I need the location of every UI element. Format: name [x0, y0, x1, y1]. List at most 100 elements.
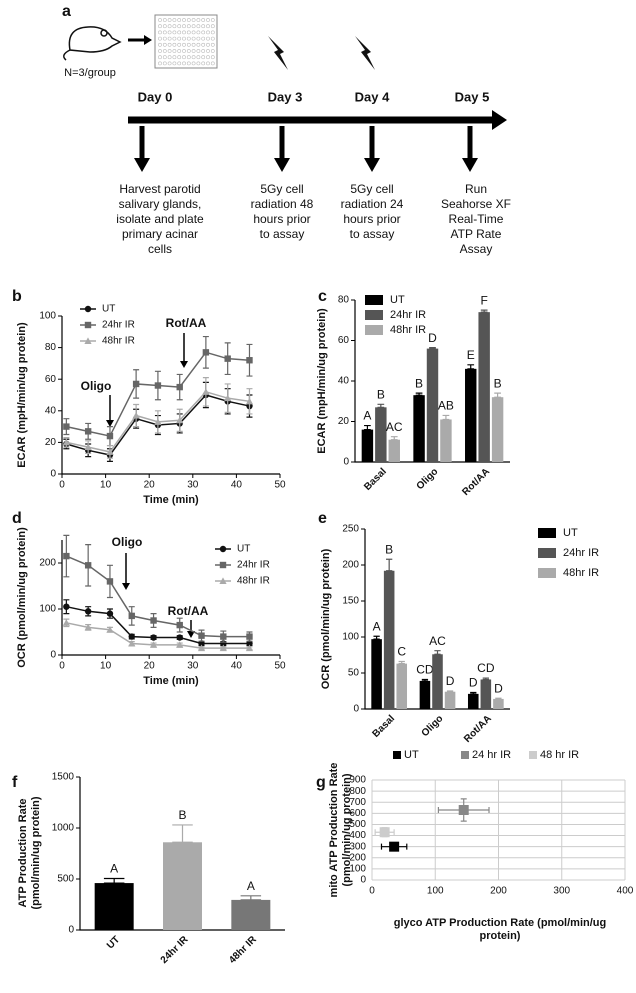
well — [172, 24, 177, 29]
well — [177, 61, 182, 66]
x-tick-label: 200 — [490, 886, 507, 897]
marker — [245, 397, 254, 405]
arrow-head — [274, 158, 290, 172]
marker — [198, 632, 205, 639]
day-label: Day 3 — [268, 89, 303, 104]
legend-label: 24hr IR — [102, 320, 135, 331]
significance-label: D — [469, 676, 478, 690]
day-description: radiation 24 — [341, 197, 404, 211]
well — [186, 24, 191, 29]
well — [158, 24, 162, 29]
error-bar — [421, 678, 429, 682]
y-tick-label: 1500 — [52, 772, 75, 783]
bar — [480, 679, 492, 709]
legend-label: UT — [102, 304, 115, 315]
significance-label: C — [397, 645, 406, 659]
well — [196, 42, 201, 47]
well — [162, 24, 167, 29]
significance-label: B — [377, 387, 385, 401]
day-description: isolate and plate — [116, 212, 204, 226]
marker — [176, 416, 184, 424]
axis — [79, 777, 285, 931]
legend-label: 48hr IR — [237, 576, 270, 587]
well — [182, 24, 186, 29]
axis — [61, 316, 280, 475]
error-bar — [429, 346, 436, 350]
marker — [224, 394, 232, 402]
legend-label: UT — [237, 544, 250, 555]
well — [206, 24, 210, 29]
x-tick-label: 20 — [144, 480, 156, 491]
well — [196, 30, 201, 35]
x-tick-label: 48hr IR — [227, 934, 259, 966]
bar — [419, 680, 431, 709]
marker — [149, 641, 158, 648]
x-tick-label: 0 — [59, 480, 65, 491]
well — [201, 36, 206, 41]
y-tick-label: 400 — [349, 830, 366, 841]
well — [191, 61, 196, 66]
marker — [154, 418, 162, 425]
well — [201, 18, 206, 22]
x-tick-label: 20 — [144, 661, 156, 672]
well — [196, 49, 201, 53]
marker — [106, 610, 114, 617]
y-axis-label: mito ATP Production Rate (pmol/min/ug pr… — [328, 763, 353, 898]
legend-marker — [84, 337, 92, 344]
x-tick-label: 40 — [231, 661, 243, 672]
well — [196, 24, 201, 29]
well — [206, 49, 210, 53]
annotation: Rot/AA — [168, 604, 209, 618]
marker — [63, 423, 70, 430]
x-tick-label: 100 — [427, 886, 444, 897]
legend-label: 48hr IR — [390, 324, 426, 336]
y-tick-label: 80 — [45, 342, 57, 353]
y-tick-label: 200 — [349, 852, 366, 863]
x-axis-label: glyco ATP Production Rate (pmol/min/ug p… — [394, 917, 606, 942]
arrow-head — [144, 35, 152, 45]
x-axis-label: Time (min) — [143, 494, 199, 506]
well — [158, 30, 162, 35]
well — [177, 55, 182, 60]
annotation: Oligo — [81, 379, 112, 393]
well — [196, 36, 201, 41]
well — [162, 18, 167, 22]
day-description: Run — [465, 182, 487, 196]
day-description: primary acinar — [122, 227, 198, 241]
bar — [163, 842, 202, 930]
bar — [383, 570, 395, 709]
significance-label: AC — [386, 420, 403, 434]
x-tick-label: 0 — [369, 886, 375, 897]
error-bar — [373, 635, 380, 640]
day-description: 5Gy cell — [260, 182, 303, 196]
marker — [246, 357, 253, 364]
well — [158, 36, 162, 41]
y-axis-label: ECAR (mpH/min/ug protein) — [316, 308, 328, 454]
y-tick-label: 600 — [349, 808, 366, 819]
bar — [491, 397, 504, 462]
axis — [364, 529, 510, 710]
legend-marker — [84, 321, 92, 329]
error-bar — [398, 660, 405, 665]
well — [186, 36, 191, 41]
error-bar — [415, 392, 423, 396]
well — [191, 18, 196, 22]
panel-letter: b — [12, 288, 22, 305]
x-tick-label: 30 — [187, 480, 199, 491]
significance-label: A — [110, 862, 118, 876]
well — [210, 42, 215, 47]
well — [172, 42, 177, 47]
marker — [245, 644, 254, 652]
point — [379, 827, 390, 838]
well — [167, 18, 172, 22]
well — [182, 42, 186, 47]
legend-label: 48 hr IR — [540, 749, 579, 761]
legend-label: 24 hr IR — [472, 749, 511, 761]
well — [158, 61, 162, 66]
bar — [432, 654, 443, 709]
error-bar — [446, 690, 454, 693]
x-tick-label: 10 — [100, 480, 112, 491]
legend-swatch — [461, 751, 469, 759]
bar — [426, 348, 439, 462]
well — [210, 55, 215, 60]
